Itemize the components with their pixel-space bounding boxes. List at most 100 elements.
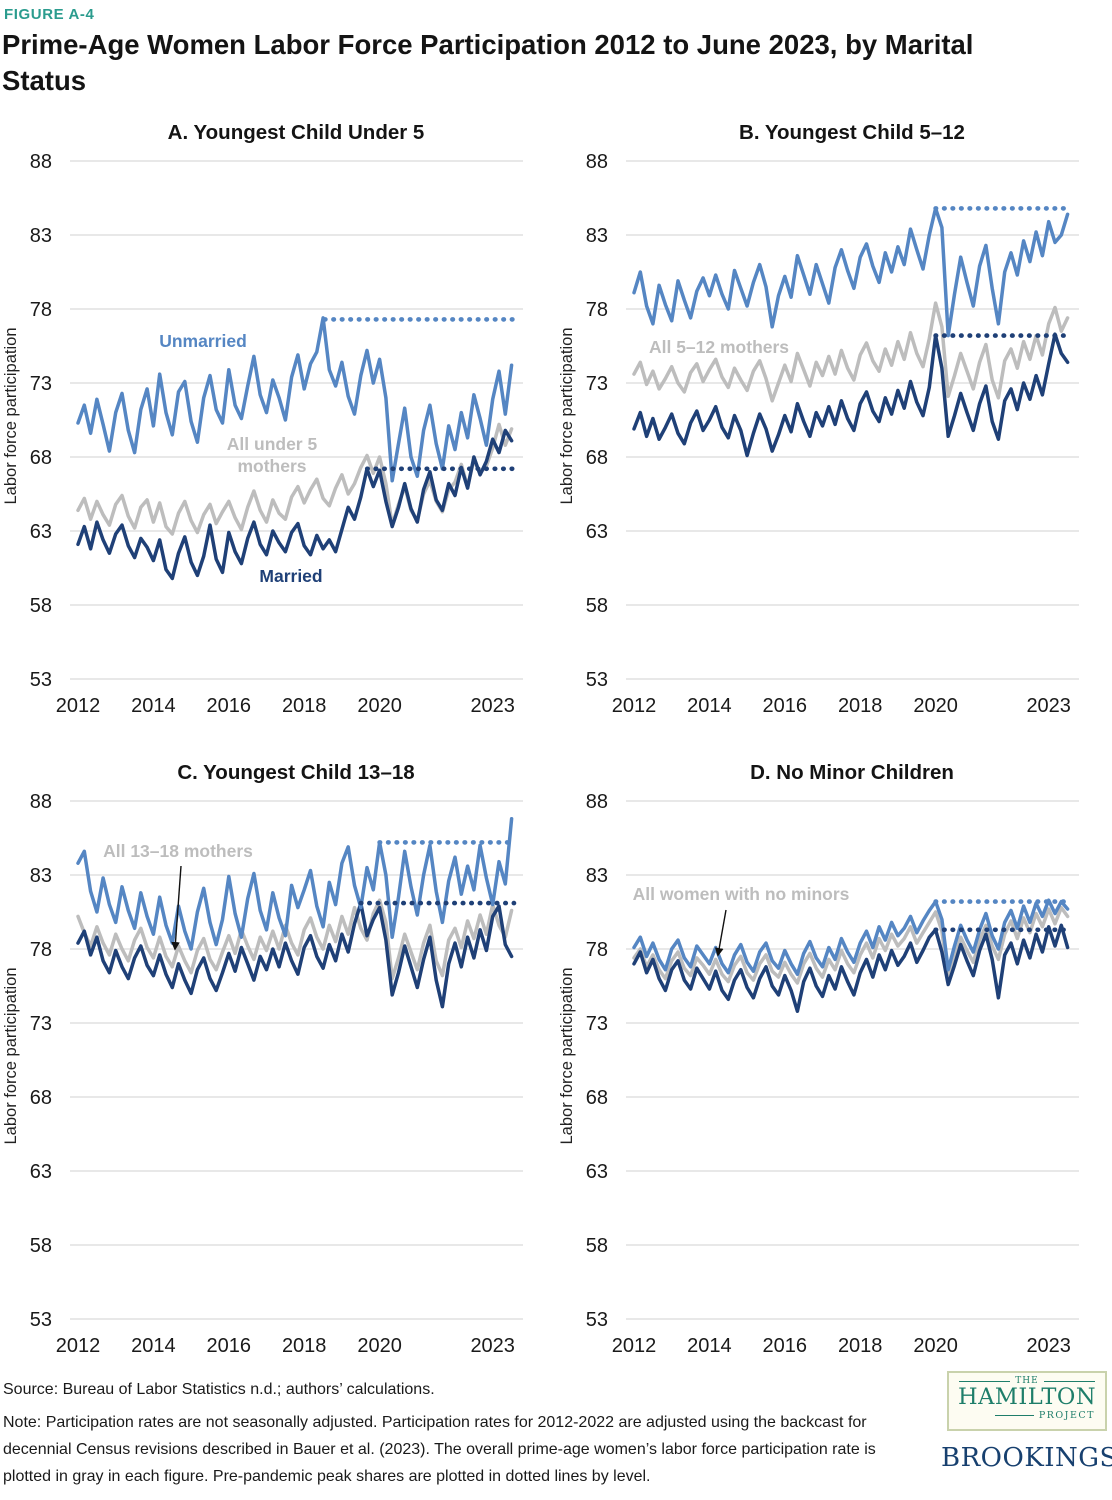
y-tick-label: 88 xyxy=(30,791,52,813)
y-tick-label: 63 xyxy=(586,1161,608,1183)
x-tick-label: 2014 xyxy=(131,1335,176,1357)
series-annotation: Married xyxy=(259,566,322,586)
series-line-unmarried xyxy=(632,898,1070,976)
x-tick-label: 2014 xyxy=(687,1335,732,1357)
series-line-married xyxy=(632,923,1070,1013)
x-tick-label: 2014 xyxy=(687,695,732,717)
series-line-unmarried xyxy=(632,206,1070,338)
series-annotation: mothers xyxy=(237,456,306,476)
series-line-unmarried xyxy=(76,316,514,483)
series-annotation: All women with no minors xyxy=(633,884,850,904)
series-annotation: Unmarried xyxy=(159,331,247,351)
y-tick-label: 68 xyxy=(586,447,608,469)
x-tick-label: 2012 xyxy=(612,695,657,717)
series-annotation: All under 5 xyxy=(227,434,318,454)
series-line-married xyxy=(76,901,514,1009)
figure-label: FIGURE A-4 xyxy=(4,6,95,23)
hamilton-logo-name: HAMILTON xyxy=(957,1384,1097,1410)
series-annotation: All 5–12 mothers xyxy=(649,337,789,357)
x-tick-label: 2014 xyxy=(131,695,176,717)
y-tick-label: 63 xyxy=(30,1161,52,1183)
y-tick-label: 73 xyxy=(586,1013,608,1035)
y-tick-label: 68 xyxy=(30,1087,52,1109)
chart-panel-c: C. Youngest Child 13–1888837873686358532… xyxy=(2,761,523,1357)
y-tick-label: 78 xyxy=(30,299,52,321)
y-axis-title: Labor force participation xyxy=(558,327,576,504)
annotation-arrow xyxy=(714,909,727,957)
panel-youngest-child-under-5: A. Youngest Child Under 5 88 83 78 73 68 63 58 5… xyxy=(0,112,556,752)
y-tick-label: 58 xyxy=(30,1235,52,1257)
x-tick-label: 2020 xyxy=(913,1335,958,1357)
page-title: Prime-Age Women Labor Force Participatio… xyxy=(2,29,974,96)
y-tick-label: 58 xyxy=(586,1235,608,1257)
series-line-all-women-with-no-minors xyxy=(632,905,1070,985)
x-tick-label: 2023 xyxy=(470,1335,515,1357)
y-axis-title: Labor force participation xyxy=(2,327,20,504)
x-tick-label: 2020 xyxy=(913,695,958,717)
x-tick-label: 2023 xyxy=(470,695,515,717)
y-tick-label: 83 xyxy=(30,225,52,247)
y-tick-label: 63 xyxy=(586,521,608,543)
y-tick-label: 83 xyxy=(586,225,608,247)
x-tick-label: 2016 xyxy=(763,695,808,717)
y-tick-label: 68 xyxy=(30,447,52,469)
y-tick-label: 73 xyxy=(30,373,52,395)
x-tick-label: 2016 xyxy=(207,1335,252,1357)
y-tick-label: 78 xyxy=(586,939,608,961)
x-tick-label: 2012 xyxy=(56,695,101,717)
y-tick-label: 73 xyxy=(586,373,608,395)
y-tick-label: 88 xyxy=(30,151,52,173)
x-tick-label: 2018 xyxy=(838,695,883,717)
annotation-arrow xyxy=(171,865,182,951)
y-tick-label: 83 xyxy=(30,865,52,887)
x-tick-label: 2018 xyxy=(282,1335,327,1357)
x-tick-label: 2018 xyxy=(282,695,327,717)
hamilton-logo-project: PROJECT xyxy=(995,1410,1095,1421)
panel-title: A. Youngest Child Under 5 xyxy=(168,121,425,144)
panel-title: D. No Minor Children xyxy=(750,761,954,784)
panel-title: C. Youngest Child 13–18 xyxy=(177,761,414,784)
panel-youngest-child-13-18: C. Youngest Child 13–18 88 83 78 73 68 63 58 53 2… xyxy=(0,752,556,1392)
x-tick-label: 2023 xyxy=(1026,695,1071,717)
series-line-all-5-12-mothers xyxy=(632,301,1070,403)
series-line-all-13-18-mothers xyxy=(76,898,514,981)
y-tick-label: 73 xyxy=(30,1013,52,1035)
panel-title: B. Youngest Child 5–12 xyxy=(739,121,965,144)
brookings-logo: BROOKINGS xyxy=(941,1443,1112,1473)
y-tick-label: 58 xyxy=(586,595,608,617)
series-line-married xyxy=(632,332,1070,458)
y-axis-title: Labor force participation xyxy=(558,967,576,1144)
panel-youngest-child-5-12: B. Youngest Child 5–12 88 83 78 73 68 63 58 53 20… xyxy=(556,112,1112,752)
y-tick-label: 53 xyxy=(586,669,608,691)
y-tick-label: 78 xyxy=(30,939,52,961)
y-tick-label: 78 xyxy=(586,299,608,321)
series-line-married xyxy=(76,428,514,581)
x-tick-label: 2020 xyxy=(357,1335,402,1357)
source-note: Source: Bureau of Labor Statistics n.d.;… xyxy=(3,1381,435,1398)
x-tick-label: 2016 xyxy=(763,1335,808,1357)
series-annotation: All 13–18 mothers xyxy=(103,841,253,861)
y-tick-label: 53 xyxy=(586,1309,608,1331)
chart-panel-d: D. No Minor Children 88 83 78 73 68 63 58 532012… xyxy=(558,761,1079,1357)
y-tick-label: 88 xyxy=(586,791,608,813)
x-tick-label: 2012 xyxy=(612,1335,657,1357)
y-tick-label: 63 xyxy=(30,521,52,543)
x-tick-label: 2023 xyxy=(1026,1335,1071,1357)
y-tick-label: 83 xyxy=(586,865,608,887)
x-tick-label: 2020 xyxy=(357,695,402,717)
x-tick-label: 2016 xyxy=(207,695,252,717)
y-tick-label: 68 xyxy=(586,1087,608,1109)
y-tick-label: 58 xyxy=(30,595,52,617)
y-tick-label: 53 xyxy=(30,669,52,691)
chart-panel-a: A. Youngest Child Under 5 88 83 78 73 68 63 58 5… xyxy=(2,121,523,717)
y-tick-label: 53 xyxy=(30,1309,52,1331)
chart-panel-b: B. Youngest Child 5–12888378736863585320… xyxy=(558,121,1079,717)
panel-no-minor-children: D. No Minor Children 88 83 78 73 68 63 58 53 2012… xyxy=(556,752,1112,1392)
series-line-unmarried xyxy=(76,817,514,951)
x-tick-label: 2012 xyxy=(56,1335,101,1357)
hamilton-project-logo: THE HAMILTON PROJECT xyxy=(947,1371,1107,1431)
x-tick-label: 2018 xyxy=(838,1335,883,1357)
footnote: Note: Participation rates are not season… xyxy=(3,1414,876,1486)
y-tick-label: 88 xyxy=(586,151,608,173)
